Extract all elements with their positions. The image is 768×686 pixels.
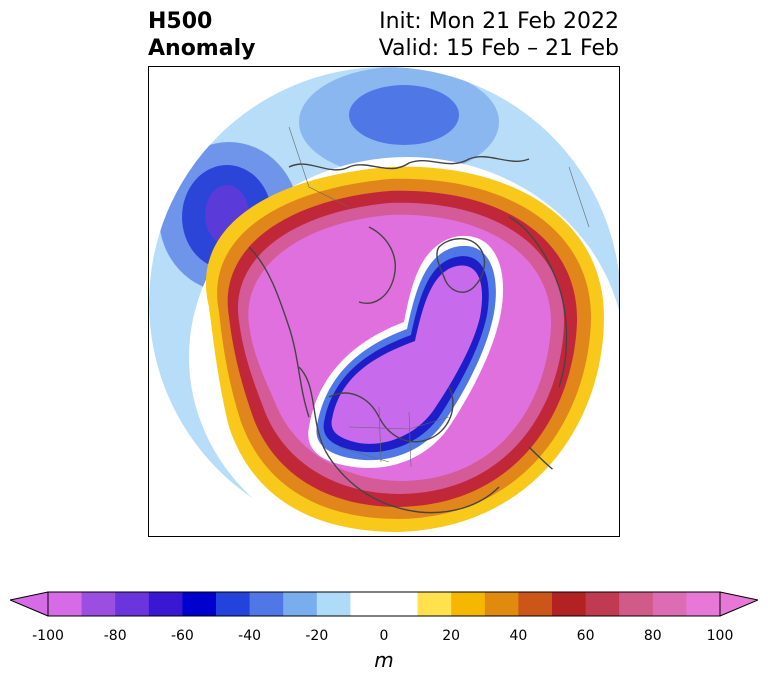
colorbar-tick-label: 0 [379,628,389,644]
colorbar-tick-label: -100 [32,628,64,644]
colorbar [10,591,758,617]
colorbar-tick-label: -60 [170,628,194,644]
colorbar-tick-labels: -100 -80 -60 -40 -20 0 20 40 60 80 100 [0,628,768,648]
colorbar-tick-label: -80 [103,628,127,644]
colorbar-segment [81,592,116,616]
coastlines [248,155,580,514]
valid-range: Valid: 15 Feb – 21 Feb [378,36,619,61]
colorbar-segment [552,592,587,616]
colorbar-tick-label: 40 [509,628,528,644]
anomaly-field [149,67,619,536]
borders [288,126,590,468]
colorbar-segment [115,592,150,616]
title-left: H500 Anomaly [148,8,255,62]
colorbar-tick-label: 20 [442,628,461,644]
colorbar-segment [182,592,217,616]
colorbar-tick-label: 80 [643,628,662,644]
colorbar-unit: m [374,648,394,672]
colorbar-segment [518,592,553,616]
title-variable: H500 [148,9,213,34]
colorbar-tick-label: 60 [576,628,595,644]
colorbar-tick-label: -40 [238,628,262,644]
colorbar-tick-label: 100 [706,628,734,644]
map-canvas [149,67,619,536]
colorbar-segment [148,592,183,616]
colorbar-segment [619,592,654,616]
colorbar-segment [216,592,251,616]
colorbar-segment [384,592,419,616]
anomaly-map [148,66,620,537]
colorbar-segment [686,592,721,616]
colorbar-segment [316,592,351,616]
colorbar-segment [48,592,83,616]
colorbar-segment [585,592,620,616]
colorbar-tick-label: -20 [305,628,329,644]
init-date: Init: Mon 21 Feb 2022 [379,9,619,34]
colorbar-segment [652,592,687,616]
title-right: Init: Mon 21 Feb 2022 Valid: 15 Feb – 21… [379,8,619,62]
colorbar-segment [417,592,452,616]
colorbar-segment [249,592,284,616]
negative-core [331,265,483,444]
colorbar-segment [283,592,318,616]
colorbar-segment [451,592,486,616]
colorbar-segment [350,592,385,616]
title-type: Anomaly [148,36,256,61]
colorbar-segment [484,592,519,616]
colorbar-segments [48,592,721,616]
